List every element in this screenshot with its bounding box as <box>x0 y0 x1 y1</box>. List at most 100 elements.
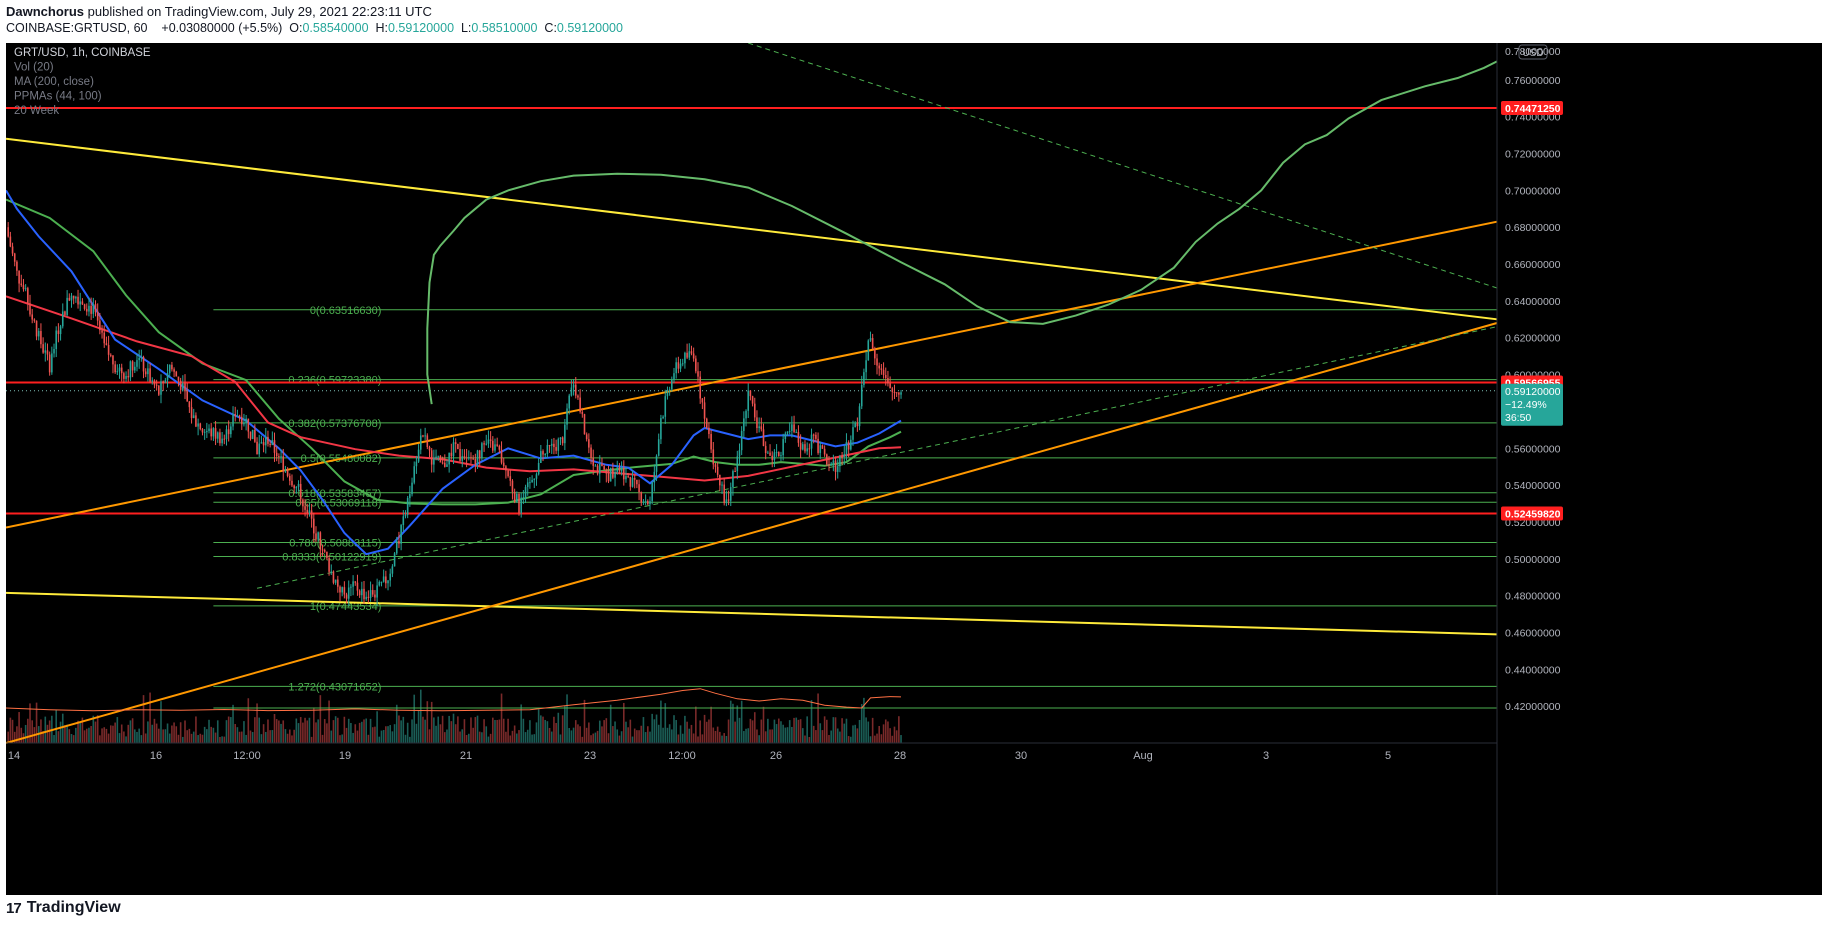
candle-body <box>505 466 507 471</box>
candle-body <box>385 576 387 584</box>
volume-bar <box>275 719 278 743</box>
last-price-tag-text: 0.59120000 <box>1505 386 1561 398</box>
red-level-tag <box>1501 506 1563 521</box>
tradingview-brand[interactable]: 17 TradingView <box>6 899 121 917</box>
volume-bar <box>101 728 103 743</box>
volume-bar <box>321 734 324 743</box>
volume-bar <box>470 717 472 743</box>
volume-bar <box>544 719 547 743</box>
candle-body <box>230 426 232 435</box>
volume-bar <box>821 730 824 743</box>
volume-bar <box>710 706 712 743</box>
candle-body <box>77 296 79 305</box>
volume-bar <box>256 703 258 743</box>
candle-body <box>94 304 97 312</box>
candle-body <box>725 499 728 504</box>
volume-bar <box>103 727 106 743</box>
volume-bar <box>260 734 263 743</box>
candle-body <box>540 451 542 464</box>
close-value: 0.59120000 <box>556 21 623 35</box>
volume-bar <box>55 710 58 743</box>
volume-bar <box>7 731 9 743</box>
volume-bar <box>363 719 365 743</box>
volume-bar <box>690 724 693 743</box>
candle-body <box>186 391 188 402</box>
candle-body <box>548 445 551 447</box>
volume-bar <box>492 717 494 743</box>
volume-bar <box>238 731 241 743</box>
candle-body <box>206 431 208 433</box>
time-axis[interactable]: 14 16 12:00 19 21 23 12:00 26 28 30 Aug 3 5 <box>6 742 1497 762</box>
candle-body <box>120 367 123 374</box>
candle-body <box>614 471 616 478</box>
volume-bar <box>147 721 149 743</box>
candle-body <box>330 571 333 573</box>
volume-bar <box>893 726 896 743</box>
volume-bar <box>83 730 86 743</box>
trendline-orange <box>6 220 1498 529</box>
candle-body <box>771 455 774 461</box>
volume-bar <box>769 729 771 743</box>
candle-body <box>280 456 282 458</box>
candle-body <box>367 596 370 598</box>
volume-bar <box>441 715 444 743</box>
high-label: H: <box>375 21 388 35</box>
candle-body <box>524 487 527 498</box>
volume-bar <box>518 730 520 743</box>
candle-body <box>317 532 319 540</box>
volume-bar <box>77 720 79 743</box>
volume-bar <box>92 715 95 743</box>
candle-body <box>496 444 498 446</box>
volume-bar <box>812 725 815 743</box>
ma-200-line <box>6 295 902 482</box>
price-axis[interactable]: 0.760000000.740000000.720000000.70000000… <box>1496 43 1563 895</box>
candle-body <box>225 429 228 440</box>
candle-body <box>326 551 328 559</box>
volume-bar <box>398 715 400 743</box>
candle-body <box>197 423 199 427</box>
volume-bar <box>267 719 269 743</box>
candle-body <box>66 297 68 316</box>
time-tick-label: 16 <box>150 750 162 762</box>
candle-body <box>402 516 405 526</box>
candle-body <box>660 418 662 440</box>
volume-bar <box>542 716 544 743</box>
volume-bar <box>548 727 551 743</box>
candle-body <box>177 376 180 381</box>
candle-body <box>133 366 136 371</box>
volume-bar <box>845 718 848 743</box>
candle-body <box>284 469 287 472</box>
volume-bar <box>179 722 182 743</box>
candle-body <box>823 448 826 455</box>
candle-body <box>531 479 533 483</box>
volume-bar <box>607 733 610 743</box>
volume-bar <box>581 736 584 743</box>
candle-body <box>651 482 653 502</box>
volume-bar <box>365 718 367 743</box>
volume-bar <box>474 717 477 743</box>
price-chart[interactable]: 0(0.63516630) 0.236(0.59723380) 0.382(0.57… <box>6 43 1822 895</box>
volume-bar <box>660 700 662 743</box>
volume-bar <box>406 722 409 743</box>
volume-bar <box>317 719 319 743</box>
volume-bar <box>526 729 529 743</box>
price-tick-label: 0.68000000 <box>1505 222 1561 234</box>
volume-bar <box>347 718 350 743</box>
candle-body <box>740 430 743 451</box>
candle-body <box>395 540 398 554</box>
volume-bar <box>507 718 509 743</box>
volume-bar <box>374 726 376 743</box>
volume-bar <box>380 730 383 743</box>
candle-body <box>878 365 880 369</box>
candle-body <box>839 456 841 467</box>
candle-body <box>210 428 213 437</box>
candle-body <box>784 433 787 440</box>
volume-bar <box>793 717 795 743</box>
ohlc-line: COINBASE:GRTUSD, 60 +0.03080000 (+5.5%) … <box>6 21 623 35</box>
volume-bar <box>498 719 501 743</box>
fib-label: 0.65(0.53069118) <box>295 497 381 509</box>
candle-body <box>345 594 348 599</box>
candle-body <box>70 295 73 301</box>
volume-bar <box>433 717 435 743</box>
volume-bar <box>662 727 664 743</box>
